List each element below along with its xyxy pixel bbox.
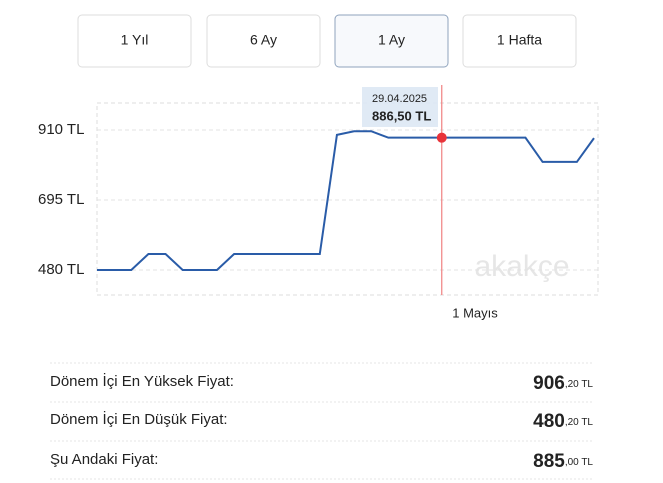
stat-value: 906,20 TL [533,373,593,394]
tabs: 1 Yıl 6 Ay 1 Ay 1 Hafta [77,14,577,68]
stats: Dönem İçi En Yüksek Fiyat: 906,20 TLDönem… [50,362,594,480]
stat-label: Şu Andaki Fiyat: [50,451,158,468]
tab-button[interactable] [462,14,577,68]
x-tick-label: 1 Mayıs [452,305,498,320]
watermark: akakçe [474,250,569,283]
stat-value-fraction: ,20 TL [565,417,594,428]
y-tick-label: 695 TL [38,191,84,208]
tooltip-date: 29.04.2025 [372,93,427,105]
y-tick-label: 910 TL [38,121,84,138]
tooltip-box [362,87,438,127]
stat-value: 885,00 TL [533,451,593,472]
tooltip-price: 886,50 TL [372,108,431,123]
stat-value-main: 480 [533,411,565,432]
tab-label[interactable]: 1 Ay [378,32,405,48]
plot: 480 TL 695 TL 910 TL 1 Mayıs 29.04.2025 886,5… [38,85,598,320]
tab-button[interactable] [334,14,449,68]
stat-label: Dönem İçi En Yüksek Fiyat: [50,372,234,390]
tab-button[interactable] [206,14,321,68]
plot-frame [96,102,599,296]
price-line [97,130,595,271]
tab-button[interactable] [77,14,192,68]
stat-value: 480,20 TL [533,411,593,432]
stat-value-main: 906 [533,373,565,394]
stat-label: Dönem İçi En Düşük Fiyat: [50,410,228,428]
tab-label[interactable]: 1 Hafta [497,32,542,48]
stat-value-fraction: ,00 TL [565,457,594,468]
stat-value-main: 885 [533,451,565,472]
highlight-point [436,132,447,143]
stat-value-fraction: ,20 TL [565,379,594,390]
tab-label[interactable]: 1 Yıl [121,32,149,48]
tab-label[interactable]: 6 Ay [250,32,277,48]
y-tick-label: 480 TL [38,261,84,278]
